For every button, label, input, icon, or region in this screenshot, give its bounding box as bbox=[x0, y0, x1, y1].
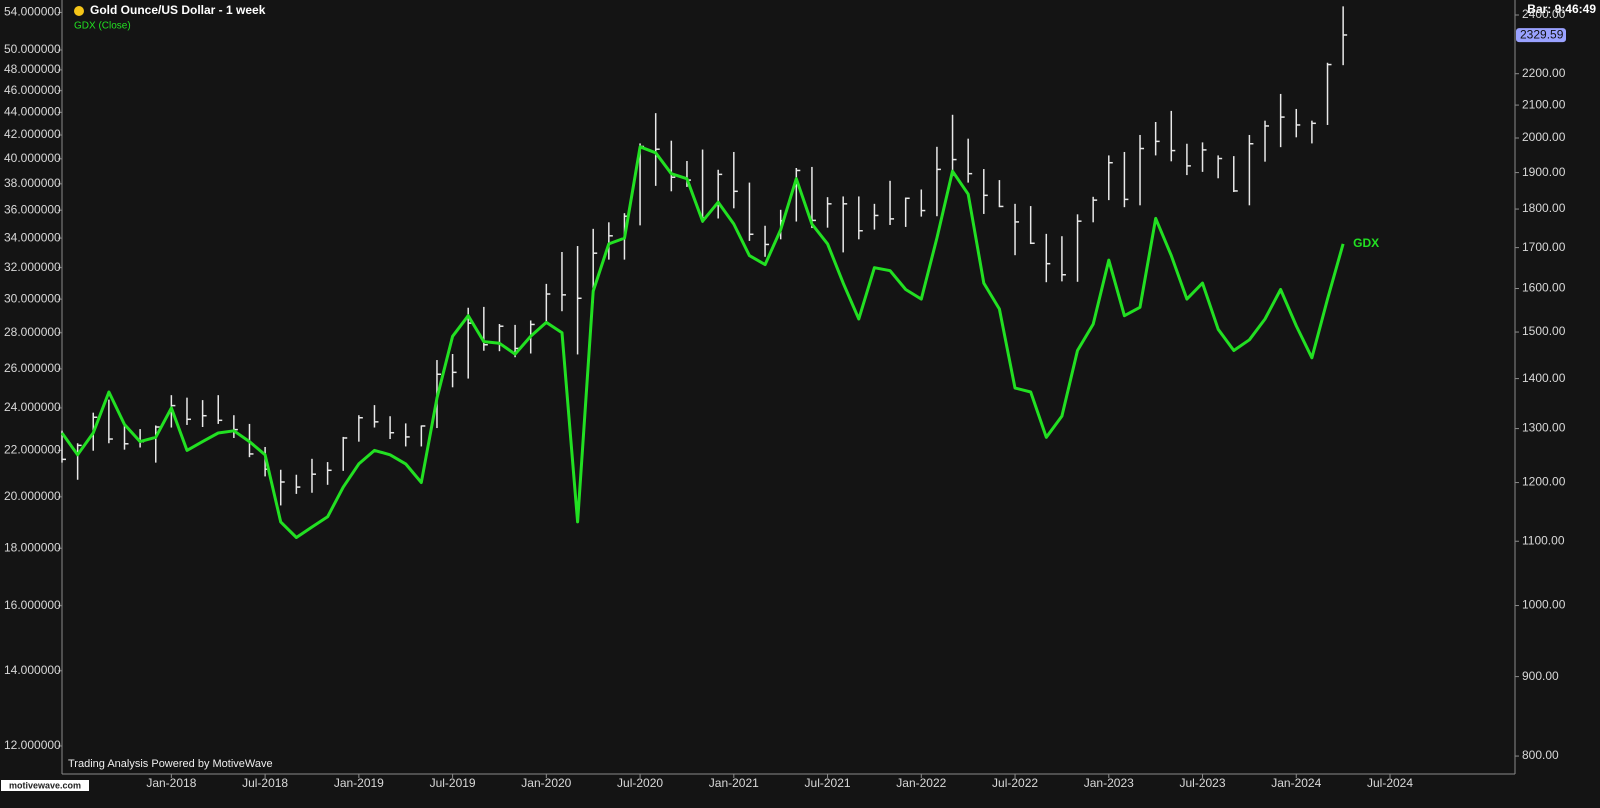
x-tick-label: Jan-2018 bbox=[146, 776, 196, 790]
legend-dot bbox=[74, 6, 84, 16]
price-tag: 2329.59 bbox=[1520, 27, 1564, 41]
legend-entry: GDX (Close) bbox=[74, 21, 131, 32]
y-tick-label: 20.000000 bbox=[4, 489, 61, 503]
y-tick-label: 32.000000 bbox=[4, 260, 61, 274]
x-tick-label: Jul-2023 bbox=[1180, 776, 1226, 790]
y2-tick-label: 1700.00 bbox=[1522, 240, 1566, 254]
y2-tick-label: 1500.00 bbox=[1522, 324, 1566, 338]
y-tick-label: 14.000000 bbox=[4, 663, 61, 677]
y2-tick-label: 1600.00 bbox=[1522, 281, 1566, 295]
y2-tick-label: 2100.00 bbox=[1522, 97, 1566, 111]
x-tick-label: Jul-2018 bbox=[242, 776, 288, 790]
series-label: GDX bbox=[1353, 236, 1379, 250]
x-tick-label: Jan-2020 bbox=[521, 776, 571, 790]
y-tick-label: 24.000000 bbox=[4, 400, 61, 414]
y-tick-label: 26.000000 bbox=[4, 361, 61, 375]
gdx-line bbox=[60, 145, 1345, 539]
logo: motivewave.com bbox=[9, 780, 81, 790]
y-tick-label: 44.000000 bbox=[4, 105, 61, 119]
y-tick-label: 16.000000 bbox=[4, 598, 61, 612]
y2-tick-label: 1200.00 bbox=[1522, 475, 1566, 489]
x-tick-label: Jan-2022 bbox=[896, 776, 946, 790]
bar-time: Bar: 9:46:49 bbox=[1527, 2, 1596, 16]
y-tick-label: 40.000000 bbox=[4, 151, 61, 165]
y-tick-label: 54.000000 bbox=[4, 5, 61, 19]
y2-tick-label: 2200.00 bbox=[1522, 66, 1566, 80]
y-tick-label: 34.000000 bbox=[4, 230, 61, 244]
y-tick-label: 38.000000 bbox=[4, 176, 61, 190]
x-tick-label: Jul-2021 bbox=[805, 776, 851, 790]
x-tick-label: Jan-2021 bbox=[709, 776, 759, 790]
x-tick-label: Jul-2019 bbox=[430, 776, 476, 790]
y-tick-label: 46.000000 bbox=[4, 83, 61, 97]
y-tick-label: 36.000000 bbox=[4, 202, 61, 216]
chart-title: Gold Ounce/US Dollar - 1 week bbox=[90, 3, 266, 17]
x-tick-label: Jul-2022 bbox=[992, 776, 1038, 790]
y-tick-label: 48.000000 bbox=[4, 62, 61, 76]
x-tick-label: Jan-2024 bbox=[1271, 776, 1321, 790]
y2-tick-label: 900.00 bbox=[1522, 669, 1559, 683]
y-tick-label: 12.000000 bbox=[4, 738, 61, 752]
y2-tick-label: 1400.00 bbox=[1522, 371, 1566, 385]
x-tick-label: Jan-2019 bbox=[334, 776, 384, 790]
y2-tick-label: 1800.00 bbox=[1522, 201, 1566, 215]
y2-tick-label: 2000.00 bbox=[1522, 130, 1566, 144]
logo-box bbox=[1, 780, 89, 791]
y-tick-label: 30.000000 bbox=[4, 291, 61, 305]
y2-tick-label: 1000.00 bbox=[1522, 598, 1566, 612]
y2-tick-label: 1100.00 bbox=[1522, 533, 1565, 547]
y2-tick-label: 1900.00 bbox=[1522, 165, 1566, 179]
x-tick-label: Jul-2020 bbox=[617, 776, 663, 790]
y-tick-label: 18.000000 bbox=[4, 540, 61, 554]
y2-tick-label: 800.00 bbox=[1522, 748, 1559, 762]
y-tick-label: 42.000000 bbox=[4, 127, 61, 141]
price-tag-box bbox=[1516, 28, 1566, 43]
x-tick-label: Jul-2024 bbox=[1367, 776, 1413, 790]
y-tick-label: 22.000000 bbox=[4, 443, 61, 457]
footer-note: Trading Analysis Powered by MotiveWave bbox=[68, 758, 273, 770]
x-tick-label: Jan-2023 bbox=[1084, 776, 1134, 790]
y2-tick-label: 2400.00 bbox=[1522, 7, 1566, 21]
y2-tick-label: 1300.00 bbox=[1522, 421, 1566, 435]
y-tick-label: 28.000000 bbox=[4, 325, 61, 339]
y-tick-label: 50.000000 bbox=[4, 42, 61, 56]
